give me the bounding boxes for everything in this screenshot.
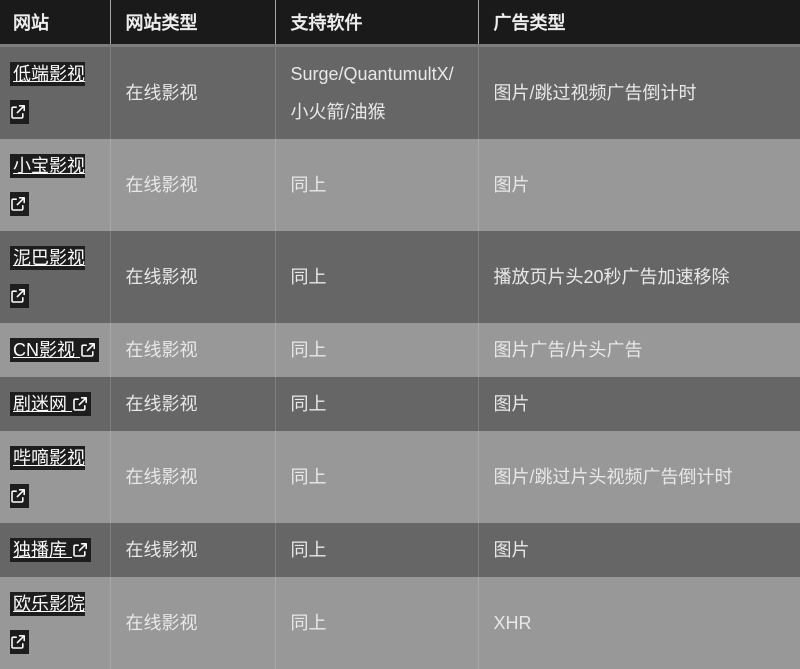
table-row: 剧迷网 在线影视同上图片: [0, 377, 800, 431]
software-cell: 同上: [275, 139, 478, 231]
site-name: 哔嘀影视: [13, 448, 85, 468]
column-header-ad-type: 广告类型: [478, 0, 800, 46]
ad-type-cell: 图片: [478, 377, 800, 431]
ad-type-cell: 播放页片头20秒广告加速移除: [478, 231, 800, 323]
site-link[interactable]: 低端影视: [10, 62, 85, 124]
column-header-site: 网站: [0, 0, 110, 46]
ad-type-cell: 图片: [478, 523, 800, 577]
external-link-icon: [10, 486, 26, 506]
site-cell: 欧乐影院: [0, 577, 110, 669]
site-cell: 哔嘀影视: [0, 431, 110, 523]
site-link[interactable]: 泥巴影视: [10, 246, 85, 308]
site-type-cell: 在线影视: [110, 46, 275, 140]
site-link[interactable]: 哔嘀影视: [10, 446, 85, 508]
ad-type-cell: 图片广告/片头广告: [478, 323, 800, 377]
site-type-cell: 在线影视: [110, 323, 275, 377]
software-cell: 同上: [275, 323, 478, 377]
site-name: 泥巴影视: [13, 248, 85, 268]
ad-type-cell: 图片: [478, 139, 800, 231]
site-link[interactable]: 小宝影视: [10, 154, 85, 216]
site-name: 独播库: [13, 540, 67, 560]
site-cell: 剧迷网: [0, 377, 110, 431]
site-link[interactable]: CN影视: [10, 338, 99, 362]
software-cell: 同上: [275, 577, 478, 669]
site-type-cell: 在线影视: [110, 377, 275, 431]
software-cell: 同上: [275, 523, 478, 577]
software-cell: 同上: [275, 231, 478, 323]
ad-type-cell: 图片/跳过视频广告倒计时: [478, 46, 800, 140]
site-cell: 泥巴影视: [0, 231, 110, 323]
external-link-icon: [10, 286, 26, 306]
site-name: CN影视: [13, 340, 75, 360]
external-link-icon: [72, 394, 88, 414]
software-cell: 同上: [275, 377, 478, 431]
column-header-software: 支持软件: [275, 0, 478, 46]
site-type-cell: 在线影视: [110, 139, 275, 231]
external-link-icon: [10, 194, 26, 214]
software-cell: Surge/QuantumultX/小火箭/油猴: [275, 46, 478, 140]
site-type-cell: 在线影视: [110, 523, 275, 577]
external-link-icon: [80, 340, 96, 360]
table-row: 泥巴影视 在线影视同上播放页片头20秒广告加速移除: [0, 231, 800, 323]
ad-type-cell: 图片/跳过片头视频广告倒计时: [478, 431, 800, 523]
site-name: 剧迷网: [13, 394, 67, 414]
table-row: 哔嘀影视 在线影视同上图片/跳过片头视频广告倒计时: [0, 431, 800, 523]
table-row: 小宝影视 在线影视同上图片: [0, 139, 800, 231]
site-type-cell: 在线影视: [110, 431, 275, 523]
site-name: 欧乐影院: [13, 594, 85, 614]
table-header: 网站 网站类型 支持软件 广告类型: [0, 0, 800, 46]
site-cell: 小宝影视: [0, 139, 110, 231]
header-row: 网站 网站类型 支持软件 广告类型: [0, 0, 800, 46]
site-type-cell: 在线影视: [110, 231, 275, 323]
site-type-cell: 在线影视: [110, 577, 275, 669]
column-header-site-type: 网站类型: [110, 0, 275, 46]
table-row: CN影视 在线影视同上图片广告/片头广告: [0, 323, 800, 377]
site-cell: CN影视: [0, 323, 110, 377]
software-cell: 同上: [275, 431, 478, 523]
site-name: 小宝影视: [13, 156, 85, 176]
external-link-icon: [10, 632, 26, 652]
external-link-icon: [72, 540, 88, 560]
site-cell: 独播库: [0, 523, 110, 577]
external-link-icon: [10, 102, 26, 122]
table-row: 独播库 在线影视同上图片: [0, 523, 800, 577]
site-link[interactable]: 独播库: [10, 538, 91, 562]
ad-type-cell: XHR: [478, 577, 800, 669]
site-cell: 低端影视: [0, 46, 110, 140]
site-link[interactable]: 剧迷网: [10, 392, 91, 416]
site-link[interactable]: 欧乐影院: [10, 592, 85, 654]
site-name: 低端影视: [13, 64, 85, 84]
